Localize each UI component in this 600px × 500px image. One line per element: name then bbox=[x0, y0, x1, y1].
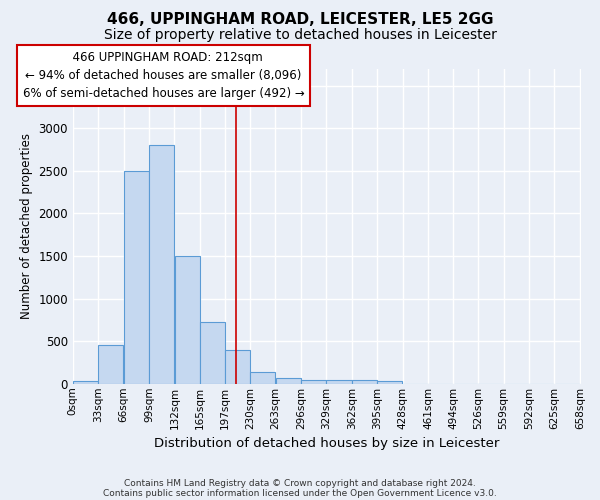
Bar bbox=[250, 372, 275, 384]
Bar bbox=[275, 378, 301, 384]
Bar bbox=[175, 256, 200, 384]
Bar bbox=[326, 380, 352, 384]
Bar bbox=[73, 381, 98, 384]
Text: Contains HM Land Registry data © Crown copyright and database right 2024.: Contains HM Land Registry data © Crown c… bbox=[124, 478, 476, 488]
Bar bbox=[377, 381, 403, 384]
Bar bbox=[225, 350, 250, 384]
Bar bbox=[98, 344, 124, 384]
Bar bbox=[301, 380, 326, 384]
Text: 466 UPPINGHAM ROAD: 212sqm
← 94% of detached houses are smaller (8,096)
6% of se: 466 UPPINGHAM ROAD: 212sqm ← 94% of deta… bbox=[23, 51, 305, 100]
Text: 466, UPPINGHAM ROAD, LEICESTER, LE5 2GG: 466, UPPINGHAM ROAD, LEICESTER, LE5 2GG bbox=[107, 12, 493, 28]
Y-axis label: Number of detached properties: Number of detached properties bbox=[20, 133, 32, 319]
Bar bbox=[352, 380, 377, 384]
Bar bbox=[200, 322, 225, 384]
X-axis label: Distribution of detached houses by size in Leicester: Distribution of detached houses by size … bbox=[154, 437, 500, 450]
Text: Contains public sector information licensed under the Open Government Licence v3: Contains public sector information licen… bbox=[103, 488, 497, 498]
Bar bbox=[124, 171, 149, 384]
Bar bbox=[149, 146, 174, 384]
Text: Size of property relative to detached houses in Leicester: Size of property relative to detached ho… bbox=[104, 28, 496, 42]
